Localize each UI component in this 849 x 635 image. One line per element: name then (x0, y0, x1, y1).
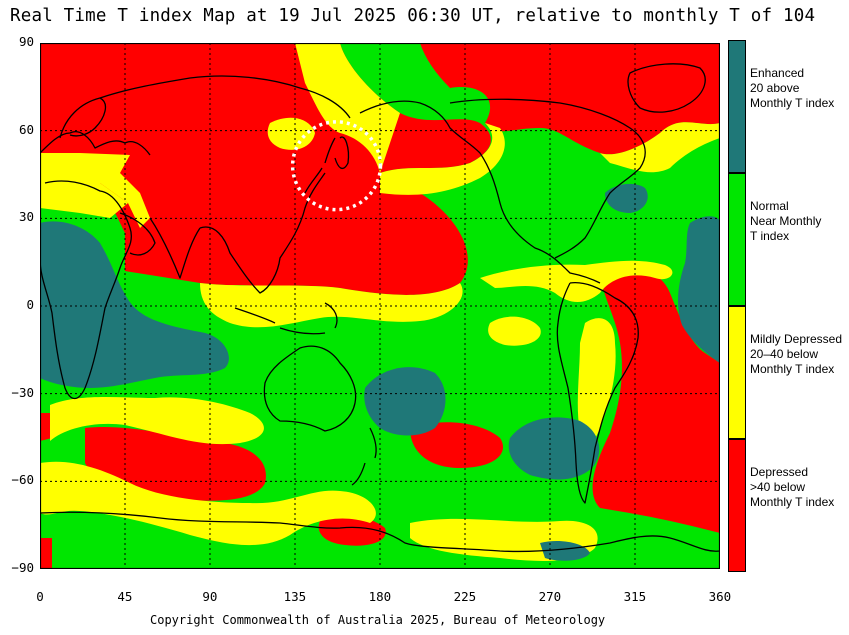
legend-label-line: Monthly T index (750, 96, 835, 110)
lat-tick-label: 30 (18, 209, 34, 225)
legend-swatch (728, 40, 746, 173)
lon-tick-label: 45 (117, 589, 133, 604)
legend-label-line: Near Monthly (750, 214, 822, 228)
graticule (40, 43, 720, 569)
legend-label-line: Normal (750, 199, 789, 213)
legend-label: Normal Near Monthly T index (750, 199, 848, 244)
lat-tick-label: 0 (26, 297, 34, 312)
t-index-map (40, 43, 720, 569)
lon-tick-label: 315 (623, 589, 647, 604)
lon-tick-label: 0 (36, 589, 44, 604)
copyright-text: Copyright Commonwealth of Australia 2025… (150, 613, 606, 627)
legend-label-line: Monthly T index (750, 362, 835, 376)
legend-label-line: Monthly T index (750, 495, 835, 509)
legend-label: Enhanced 20 above Monthly T index (750, 66, 848, 111)
lat-tick-label: −60 (11, 472, 34, 488)
lon-tick-label: 90 (202, 589, 218, 604)
map-frame (40, 43, 720, 569)
legend-label-line: T index (750, 229, 790, 243)
legend-label-line: 20–40 below (750, 347, 819, 361)
legend-label-line: 20 above (750, 81, 800, 95)
lat-tick-label: 60 (18, 121, 34, 137)
legend-label-line: Mildly Depressed (750, 332, 843, 346)
legend-label-line: >40 below (750, 480, 806, 494)
enhanced-regions (40, 183, 720, 561)
lat-tick-label: −30 (11, 384, 34, 400)
lon-tick-label: 135 (283, 589, 307, 604)
lon-tick-label: 360 (708, 589, 732, 604)
lon-tick-label: 270 (538, 589, 562, 604)
legend-label-line: Enhanced (750, 66, 805, 80)
legend-swatch (728, 173, 746, 306)
legend-label-line: Depressed (750, 465, 809, 479)
lat-tick-label: −90 (11, 560, 34, 575)
lat-tick-label: 90 (18, 34, 34, 49)
coastlines (40, 63, 720, 553)
map-title: Real Time T index Map at 19 Jul 2025 06:… (10, 6, 816, 26)
lon-tick-label: 225 (453, 589, 477, 604)
legend-label: Depressed >40 below Monthly T index (750, 465, 848, 510)
legend-label: Mildly Depressed 20–40 below Monthly T ind… (750, 332, 848, 377)
legend-swatch (728, 439, 746, 572)
lon-tick-label: 180 (368, 589, 392, 604)
legend-swatch (728, 306, 746, 439)
highlight-circle (290, 120, 383, 212)
